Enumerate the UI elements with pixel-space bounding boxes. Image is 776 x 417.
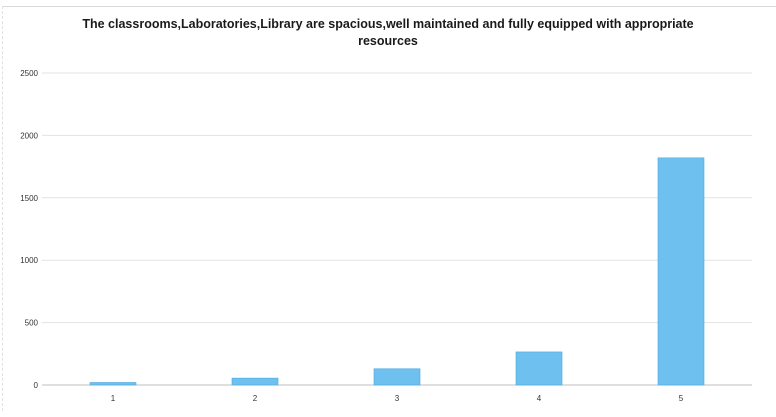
x-tick-label: 4 [537, 394, 542, 403]
x-tick-label: 1 [111, 394, 116, 403]
y-tick-label: 2000 [20, 131, 38, 140]
y-tick-label: 1000 [20, 256, 38, 265]
chart-border-top [2, 6, 776, 7]
y-tick-label: 0 [34, 381, 39, 390]
chart-title-line-1: The classrooms,Laboratories,Library are … [82, 17, 694, 31]
bar-4 [515, 351, 563, 386]
x-tick-label: 3 [395, 394, 400, 403]
chart-border-left [2, 6, 3, 411]
x-tick-label: 5 [679, 394, 684, 403]
chart-title: The classrooms,Laboratories,Library are … [60, 16, 716, 50]
y-tick-label: 2500 [20, 69, 38, 78]
x-tick-label: 2 [253, 394, 258, 403]
y-tick-label: 1500 [20, 194, 38, 203]
bar-5 [657, 157, 705, 386]
bar-1 [89, 382, 137, 386]
bar-3 [373, 368, 421, 386]
bar-2 [231, 377, 279, 386]
y-tick-label: 500 [25, 319, 39, 328]
chart-title-line-2: resources [358, 34, 418, 48]
